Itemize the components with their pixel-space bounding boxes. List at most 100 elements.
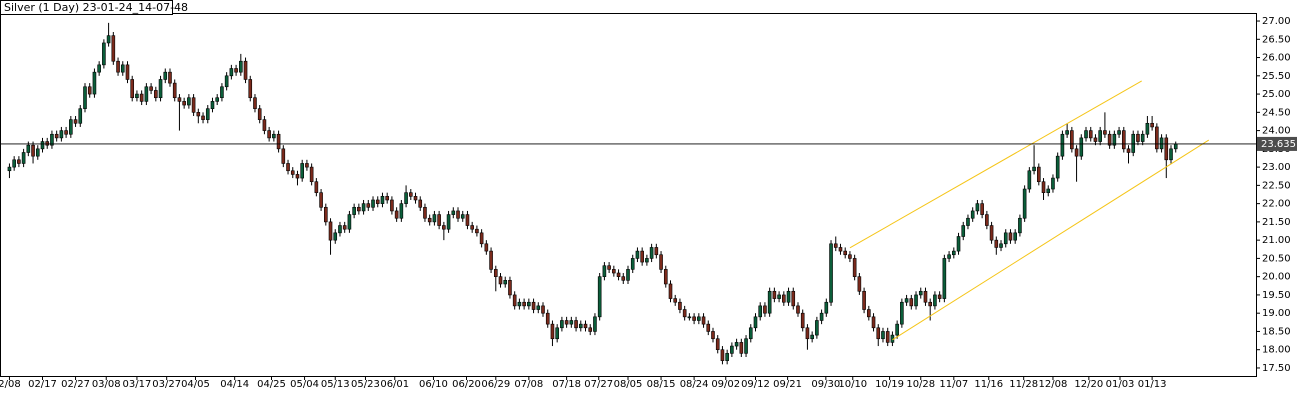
candle-body (418, 199, 423, 208)
candle-body (83, 86, 87, 109)
candle-body (649, 247, 654, 259)
candle-body (399, 203, 404, 219)
y-tick-label: 27.00 (1262, 16, 1291, 27)
x-tick-label: 10/28 (906, 379, 935, 390)
candle-body (815, 320, 819, 336)
candle-body (819, 312, 824, 321)
x-tick-label: 12/08 (1039, 379, 1068, 390)
candle-body (12, 159, 16, 168)
candle-body (626, 269, 630, 281)
x-tick-label: 06/10 (419, 379, 448, 390)
y-tick-label: 25.50 (1262, 71, 1291, 82)
candle-body (730, 345, 734, 354)
candle-body (838, 247, 843, 252)
candle-body (583, 323, 588, 329)
candle-body (612, 269, 616, 274)
candle-body (1022, 188, 1027, 219)
candle-body (720, 349, 725, 361)
candle-body (739, 342, 744, 354)
candle-body (1079, 137, 1084, 157)
candle-body (149, 86, 153, 91)
candle-body (172, 82, 177, 99)
candle-body (1145, 122, 1150, 135)
x-tick-label: 09/30 (811, 379, 840, 390)
candle-body (942, 258, 947, 299)
candle-body (290, 170, 295, 175)
candle-body (541, 305, 545, 314)
candle-body (324, 206, 328, 223)
candle-body (697, 316, 701, 321)
candle-body (446, 214, 451, 230)
candle-body (895, 323, 899, 336)
candle-body (550, 323, 555, 340)
chart-title: Silver (1 Day) 23-01-24_14-07-48 (4, 1, 188, 14)
y-tick-label: 24.50 (1262, 107, 1291, 118)
candle-body (465, 214, 470, 226)
candle-body (408, 192, 413, 197)
candle-body (7, 166, 12, 172)
candle-body (578, 323, 583, 329)
candle-body (182, 101, 186, 106)
candle-body (432, 214, 437, 223)
candle-body (1117, 130, 1121, 135)
candle-body (69, 119, 73, 135)
x-tick-label: 04/05 (181, 379, 210, 390)
candle-body (569, 320, 574, 325)
candle-body (139, 93, 144, 102)
y-tick-label: 19.50 (1262, 290, 1291, 301)
candle-body (1027, 170, 1032, 190)
candle-body (715, 338, 720, 351)
candle-body (1060, 133, 1065, 157)
candle-body (937, 294, 942, 299)
candle-body (300, 163, 304, 179)
candle-body (257, 108, 262, 120)
candle-body (498, 276, 503, 285)
x-tick-label: 07/18 (552, 379, 581, 390)
candle-body (309, 166, 314, 183)
candle-body (50, 133, 54, 146)
candle-body (923, 290, 928, 303)
candle-body (621, 276, 626, 281)
y-tick-label: 20.00 (1262, 272, 1291, 283)
candle-body (1088, 130, 1093, 139)
candle-body (106, 35, 111, 44)
candle-body (45, 141, 50, 146)
candle-body (59, 130, 64, 139)
candle-body (130, 79, 135, 99)
candle-body (371, 199, 375, 208)
price-label-box (1257, 136, 1297, 151)
candle-body (314, 181, 319, 193)
x-tick-label: 12/20 (1074, 379, 1103, 390)
candle-body (885, 331, 890, 343)
candle-body (711, 331, 715, 340)
candle-body (659, 254, 663, 270)
candle-body (243, 60, 248, 80)
x-tick-label: 06/01 (380, 379, 409, 390)
candle-body (512, 294, 517, 307)
x-tick-label: 08/05 (614, 379, 643, 390)
candle-body (668, 283, 673, 299)
candle-body (616, 272, 621, 277)
candle-body (158, 79, 163, 99)
candle-body (588, 327, 593, 332)
x-tick-label: 10/10 (838, 379, 867, 390)
candle-body (328, 221, 333, 241)
candle-body (914, 294, 918, 307)
candle-body (999, 243, 1003, 248)
candle-body (163, 71, 168, 80)
candle-body (423, 206, 427, 219)
candle-body (375, 199, 380, 204)
trend-line (849, 80, 1142, 249)
candle-body (833, 243, 838, 248)
candle-body (909, 298, 914, 307)
candle-body (692, 316, 696, 321)
candle-body (687, 316, 692, 319)
candle-body (1008, 232, 1013, 241)
x-tick-label: 05/04 (290, 379, 319, 390)
candle-body (168, 71, 172, 84)
y-tick-label: 22.50 (1262, 180, 1291, 191)
candle-body (286, 163, 290, 172)
x-tick-label: 11/28 (1009, 379, 1038, 390)
candle-body (470, 225, 474, 230)
candle-body (1164, 137, 1169, 161)
